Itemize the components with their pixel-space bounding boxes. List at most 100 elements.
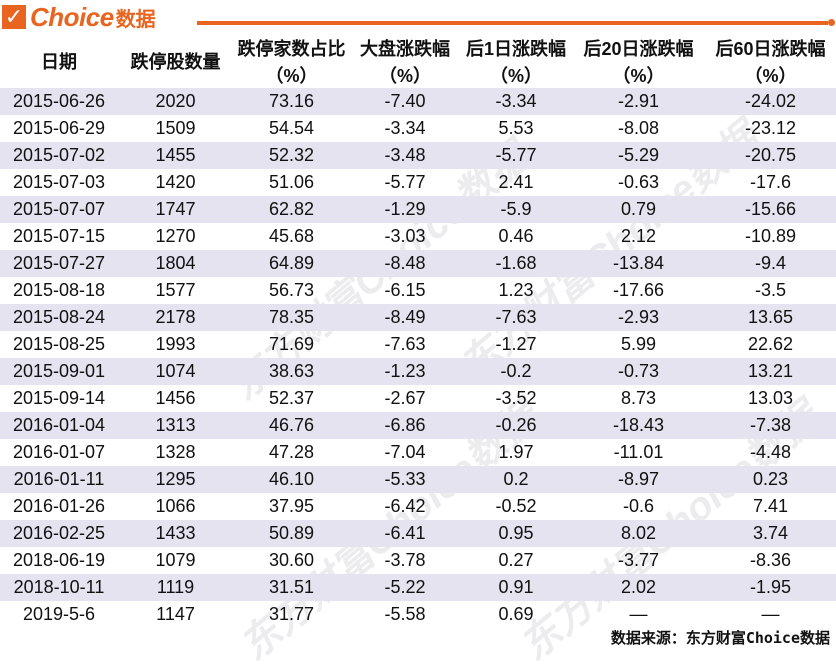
table-row: 2016-01-07 1328 47.28 -7.04 1.97 -11.01 -4.48: [0, 439, 836, 466]
table-cell: 2015-06-29: [12, 118, 106, 138]
table-cell: -3.77: [617, 550, 660, 570]
data-source-note: 数据来源：东方财富Choice数据: [610, 629, 830, 647]
table-cell: 1295: [118, 466, 233, 493]
table-cell: 46.76: [233, 412, 350, 439]
table-cell: 1074: [118, 358, 233, 385]
table-cell: 2.02: [572, 574, 705, 601]
table-row: 2015-06-29 1509 54.54 -3.34 5.53 -8.08 -23.12: [0, 115, 836, 142]
table-cell: 2020: [118, 88, 233, 115]
checkmark-icon: ✓: [2, 5, 26, 29]
table-cell: 1420: [155, 172, 196, 192]
table-cell: —: [629, 604, 648, 624]
table-cell: 2.12: [620, 226, 657, 246]
table-cell: -6.15: [384, 280, 426, 300]
table-cell: 13.21: [705, 358, 836, 385]
table-cell: -1.23: [350, 358, 460, 385]
table-cell: -5.9: [460, 196, 572, 223]
table-cell: 8.73: [620, 388, 657, 408]
table-cell: 2.41: [498, 172, 534, 192]
logo-brand-cn: 数据: [115, 8, 156, 31]
table-cell: 2015-07-02: [0, 142, 118, 169]
table-cell: 0.79: [572, 196, 705, 223]
table-cell: 1455: [118, 142, 233, 169]
table-cell: -18.43: [572, 412, 705, 439]
header-rule-dot: [828, 19, 835, 26]
table-cell: 22.62: [747, 334, 794, 354]
table-cell: 2016-01-26: [12, 496, 106, 516]
table-cell: 1.23: [498, 280, 534, 300]
table-cell: 0.91: [460, 574, 572, 601]
table-cell: 1804: [118, 250, 233, 277]
table-cell: 2015-07-03: [12, 172, 106, 192]
table-row: 2016-02-25 1433 50.89 -6.41 0.95 8.02 3.74: [0, 520, 836, 547]
table-cell: -5.77: [384, 172, 426, 192]
table-cell: —: [761, 604, 780, 624]
table-cell: 54.54: [268, 118, 315, 138]
table-cell: -8.36: [749, 550, 792, 570]
table-cell: 52.32: [233, 142, 350, 169]
column-unit: （%）: [612, 65, 665, 86]
table-row: 2015-07-02 1455 52.32 -3.48 -5.77 -5.29 -20.75: [0, 142, 836, 169]
table-cell: 2019-5-6: [22, 604, 96, 624]
table-cell: -3.78: [384, 550, 426, 570]
table-cell: -5.58: [384, 604, 426, 624]
table-cell: -5.29: [572, 142, 705, 169]
table-cell: -1.95: [705, 574, 836, 601]
table-cell: 30.60: [268, 550, 315, 570]
table-cell: 38.63: [233, 358, 350, 385]
table-cell: 78.35: [233, 304, 350, 331]
table-cell: 1313: [118, 412, 233, 439]
table-cell: -3.34: [384, 118, 426, 138]
table-row: 2015-09-01 1074 38.63 -1.23 -0.2 -0.73 13.21: [0, 358, 836, 385]
table-cell: 46.10: [233, 466, 350, 493]
table-cell: -7.04: [384, 442, 426, 462]
table-cell: 2018-10-11: [0, 574, 118, 601]
limit-down-table: 日期 跌停股数量 跌停家数占比 大盘涨跌幅 后1日涨跌幅 后20日涨跌幅 后60日涨跌幅 （%…: [0, 33, 836, 628]
table-cell: 2018-06-19: [12, 550, 106, 570]
table-cell: 2015-09-14: [12, 388, 106, 408]
table-cell: -0.63: [617, 172, 660, 192]
table-cell: 1433: [118, 520, 233, 547]
table-cell: 5.99: [620, 334, 657, 354]
table-row: 2018-06-19 1079 30.60 -3.78 0.27 -3.77 -8.36: [0, 547, 836, 574]
table-cell: 52.37: [268, 388, 315, 408]
table-cell: 1270: [155, 226, 196, 246]
table-cell: 8.02: [572, 520, 705, 547]
table-cell: 5.53: [498, 118, 534, 138]
table-row: 2015-08-25 1993 71.69 -7.63 -1.27 5.99 22.62: [0, 331, 836, 358]
table-cell: -0.52: [495, 496, 537, 516]
table-cell: -7.38: [705, 412, 836, 439]
header-unit-row: （%） （%） （%） （%） （%）: [0, 61, 836, 88]
table-cell: -17.6: [749, 172, 792, 192]
table-cell: 2015-07-15: [12, 226, 106, 246]
table-cell: 0.95: [460, 520, 572, 547]
table-cell: -1.68: [460, 250, 572, 277]
column-header: 后20日涨跌幅: [583, 39, 694, 59]
table-cell: -5.22: [350, 574, 460, 601]
table-cell: 1119: [118, 574, 233, 601]
table-cell: 1456: [155, 388, 196, 408]
table-cell: 1079: [155, 550, 196, 570]
header-rule: [197, 21, 828, 25]
table-cell: -3.52: [495, 388, 537, 408]
table-cell: 64.89: [233, 250, 350, 277]
table-cell: 1328: [155, 442, 196, 462]
table-cell: -4.48: [749, 442, 792, 462]
table-cell: -1.29: [350, 196, 460, 223]
table-cell: 2015-07-07: [0, 196, 118, 223]
table-cell: 1993: [155, 334, 196, 354]
table-cell: -2.93: [572, 304, 705, 331]
table-cell: -0.73: [572, 358, 705, 385]
table-row: 2016-01-26 1066 37.95 -6.42 -0.52 -0.6 7.41: [0, 493, 836, 520]
table-cell: 47.28: [268, 442, 315, 462]
table-cell: -10.89: [744, 226, 797, 246]
table-cell: 3.74: [705, 520, 836, 547]
table-row: 2019-5-6 1147 31.77 -5.58 0.69 — —: [0, 601, 836, 628]
table-row: 2016-01-04 1313 46.76 -6.86 -0.26 -18.43 -7.38: [0, 412, 836, 439]
table-cell: -8.97: [572, 466, 705, 493]
table-cell: -9.4: [705, 250, 836, 277]
table-cell: 56.73: [268, 280, 315, 300]
table-cell: 0.27: [498, 550, 534, 570]
table-cell: -3.34: [460, 88, 572, 115]
table-cell: 51.06: [268, 172, 315, 192]
